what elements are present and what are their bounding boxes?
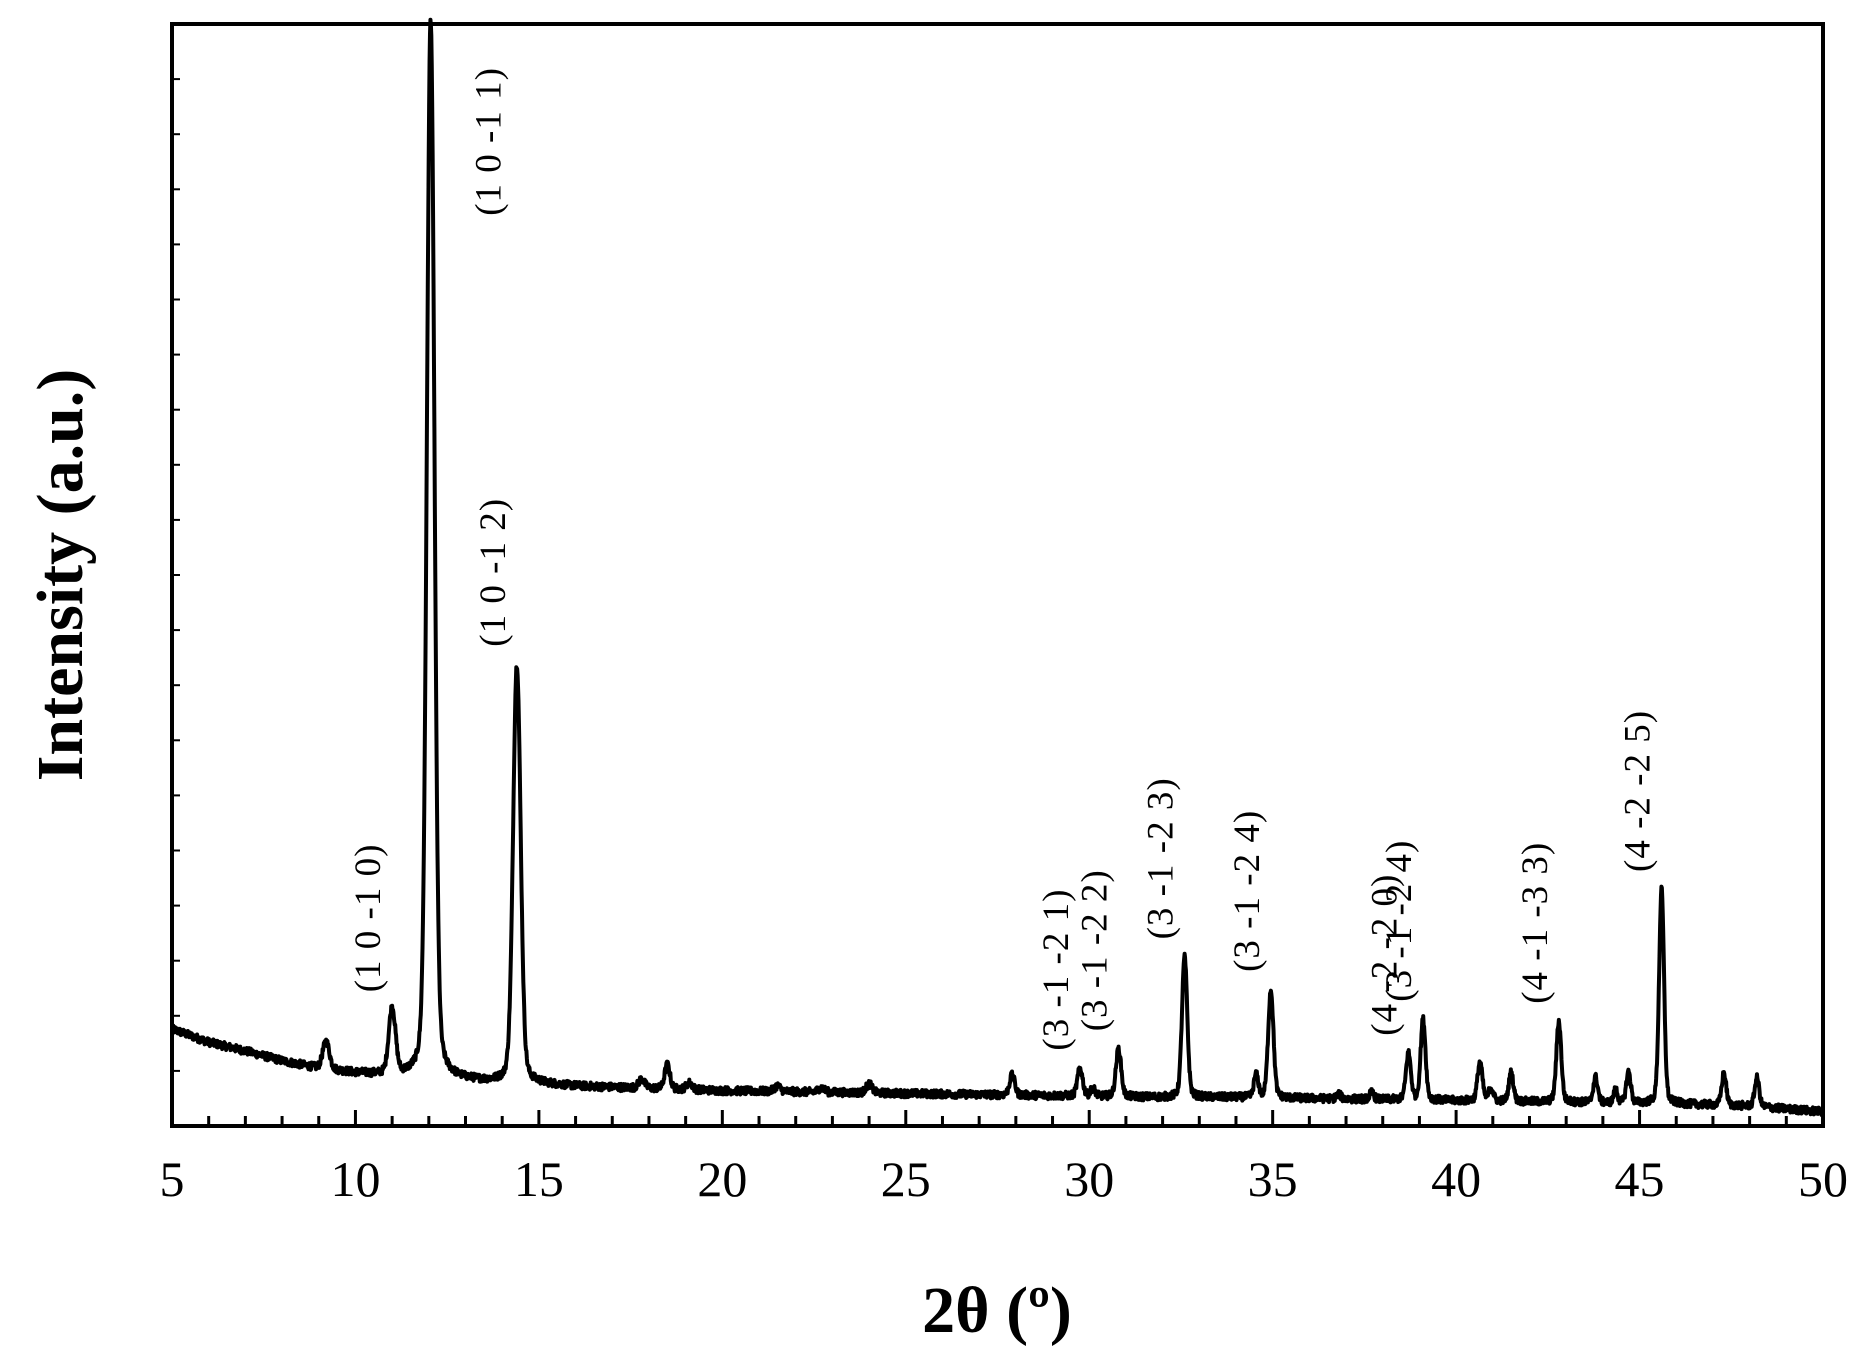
peak-label: (4 -1 -3 3) <box>1515 842 1556 1004</box>
y-axis-title: Intensity (a.u.) <box>24 369 97 782</box>
x-tick-label: 20 <box>697 1151 747 1207</box>
peak-label: (4 -2 -2 0) <box>1364 874 1405 1036</box>
peak-label: (3 -1 -2 3) <box>1141 777 1182 939</box>
x-tick-labels: 5 10 15 20 25 30 35 40 45 50 <box>160 1151 1849 1207</box>
x-tick-label: 50 <box>1798 1151 1848 1207</box>
peak-label: (3 -1 -2 4) <box>1379 840 1420 1002</box>
peak-label: (1 0 -1 1) <box>469 67 510 216</box>
peak-label: (3 -1 -2 4) <box>1227 810 1268 972</box>
x-tick-label: 5 <box>160 1151 185 1207</box>
peak-label: (3 -1 -2 2) <box>1075 869 1116 1031</box>
x-tick-label: 15 <box>514 1151 564 1207</box>
x-tick-label: 45 <box>1615 1151 1665 1207</box>
peak-label: (1 0 -1 2) <box>473 498 514 647</box>
x-tick-label: 35 <box>1248 1151 1298 1207</box>
x-tick-label: 30 <box>1064 1151 1114 1207</box>
x-tick-label: 40 <box>1431 1151 1481 1207</box>
plot-frame <box>170 22 1825 1128</box>
peak-label: (3 -1 -2 1) <box>1036 889 1077 1051</box>
peak-labels: (1 0 -1 0) (1 0 -1 1) (1 0 -1 2) (3 -1 -2 1… <box>348 67 1659 1051</box>
peak-label: (1 0 -1 0) <box>348 844 389 993</box>
x-minor-ticks <box>170 1110 1825 1126</box>
x-tick-label: 10 <box>330 1151 380 1207</box>
peak-label: (4 -2 -2 5) <box>1618 710 1659 872</box>
x-axis-title: 2θ (º) <box>922 1274 1072 1347</box>
xrd-pattern-line <box>170 17 1825 1117</box>
x-tick-label: 25 <box>881 1151 931 1207</box>
